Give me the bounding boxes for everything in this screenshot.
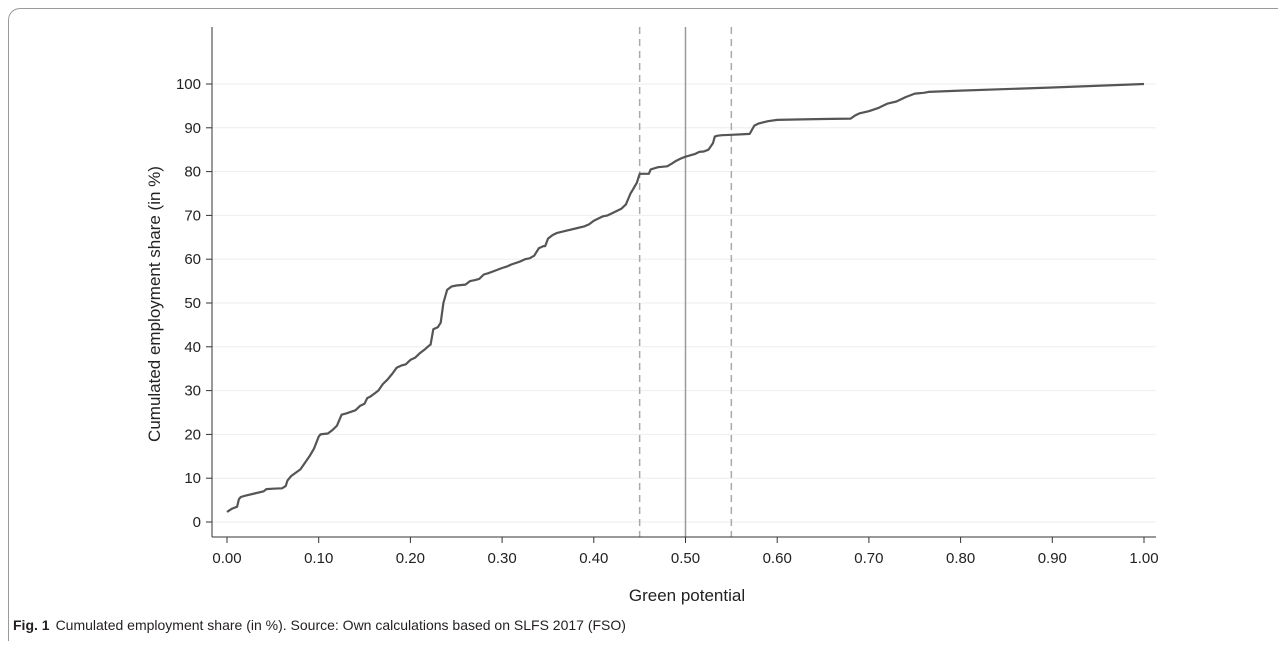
x-tick-label: 1.00 [1129, 550, 1158, 567]
y-tick-label: 10 [184, 470, 201, 487]
figure-caption-text: Cumulated employment share (in %). Sourc… [55, 617, 626, 633]
x-tick-label: 0.70 [854, 550, 883, 567]
x-tick-label: 0.90 [1038, 550, 1067, 567]
gridlines [212, 83, 1156, 523]
x-tick-label: 0.80 [946, 550, 975, 567]
y-tick-label: 70 [184, 207, 201, 224]
x-tick-label: 0.30 [487, 550, 516, 567]
x-axis-title: Green potential [629, 586, 745, 605]
y-tick-label: 0 [193, 514, 201, 531]
y-tick-label: 100 [176, 76, 201, 93]
axes: 0 10 20 30 40 50 60 70 80 90 100 0.00 0.10 0.20 0.30 0.… [176, 27, 1159, 567]
x-tick-label: 0.40 [579, 550, 608, 567]
x-tick-label: 0.50 [671, 550, 700, 567]
x-tick-label: 0.20 [396, 550, 425, 567]
x-tick-label: 0.10 [304, 550, 333, 567]
x-tick-label: 0.60 [763, 550, 792, 567]
y-tick-label: 50 [184, 295, 201, 312]
y-tick-label: 30 [184, 383, 201, 400]
y-tick-label: 40 [184, 339, 201, 356]
y-tick-label: 60 [184, 251, 201, 268]
figure-label: Fig. 1 [13, 617, 50, 633]
y-tick-label: 20 [184, 426, 201, 443]
y-tick-label: 90 [184, 120, 201, 137]
x-tick-label: 0.00 [212, 550, 241, 567]
y-tick-label: 80 [184, 164, 201, 181]
y-axis-title: Cumulated employment share (in %) [145, 166, 164, 442]
figure-frame [8, 8, 1278, 641]
reference-lines [638, 27, 733, 537]
figure-caption: Fig. 1 Cumulated employment share (in %).… [13, 617, 626, 633]
series [226, 82, 1145, 513]
series-line-0 [226, 82, 1145, 513]
